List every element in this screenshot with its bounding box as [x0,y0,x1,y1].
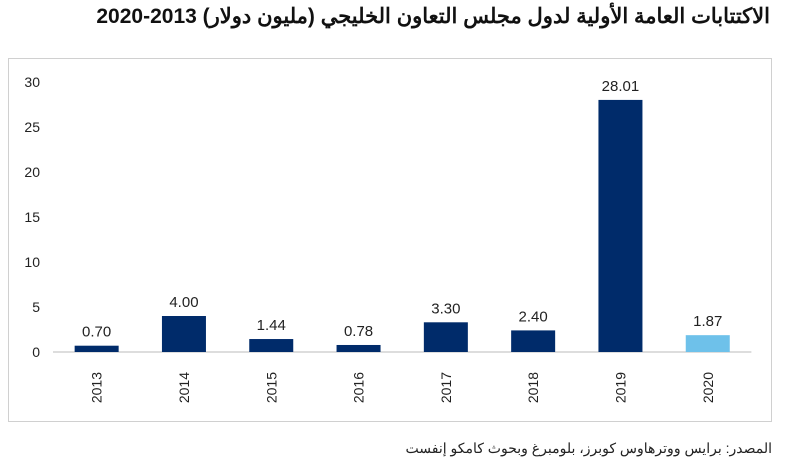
data-label-2015: 1.44 [257,317,286,334]
data-label-2019: 28.01 [602,78,640,95]
data-label-2013: 0.70 [82,324,111,341]
x-tick-label: 2015 [263,372,279,403]
data-label-2020: 1.87 [693,313,722,330]
bar-2018 [511,330,556,352]
y-tick-label: 10 [24,254,40,270]
bar-2019 [598,99,643,352]
y-tick-label: 25 [24,119,40,135]
source-note: المصدر: برايس ووترهاوس كوبرز، بلومبرغ وب… [405,440,772,456]
y-tick-label: 30 [24,74,40,90]
chart-title: الاكتتابات العامة الأولية لدول مجلس التع… [96,5,770,28]
bar-2017 [423,322,468,352]
bar-2016 [336,344,381,352]
data-label-2014: 4.00 [169,294,198,311]
bar-2013 [74,345,119,352]
bar-2020 [685,335,730,352]
y-tick-label: 20 [24,164,40,180]
data-label-2018: 2.40 [519,308,548,325]
x-tick-label: 2013 [89,372,105,403]
bar-2014 [161,316,206,352]
x-tick-label: 2019 [612,372,628,403]
y-tick-label: 5 [32,299,40,315]
x-tick-label: 2014 [176,372,192,403]
data-label-2016: 0.78 [344,323,373,340]
x-tick-label: 2016 [351,372,367,403]
y-tick-label: 15 [24,209,40,225]
plot-frame [8,58,772,422]
data-label-2017: 3.30 [431,300,460,317]
x-tick-label: 2018 [525,372,541,403]
bar-2015 [249,339,294,352]
x-tick-label: 2020 [700,372,716,403]
x-tick-label: 2017 [438,372,454,403]
y-tick-label: 0 [32,344,40,360]
